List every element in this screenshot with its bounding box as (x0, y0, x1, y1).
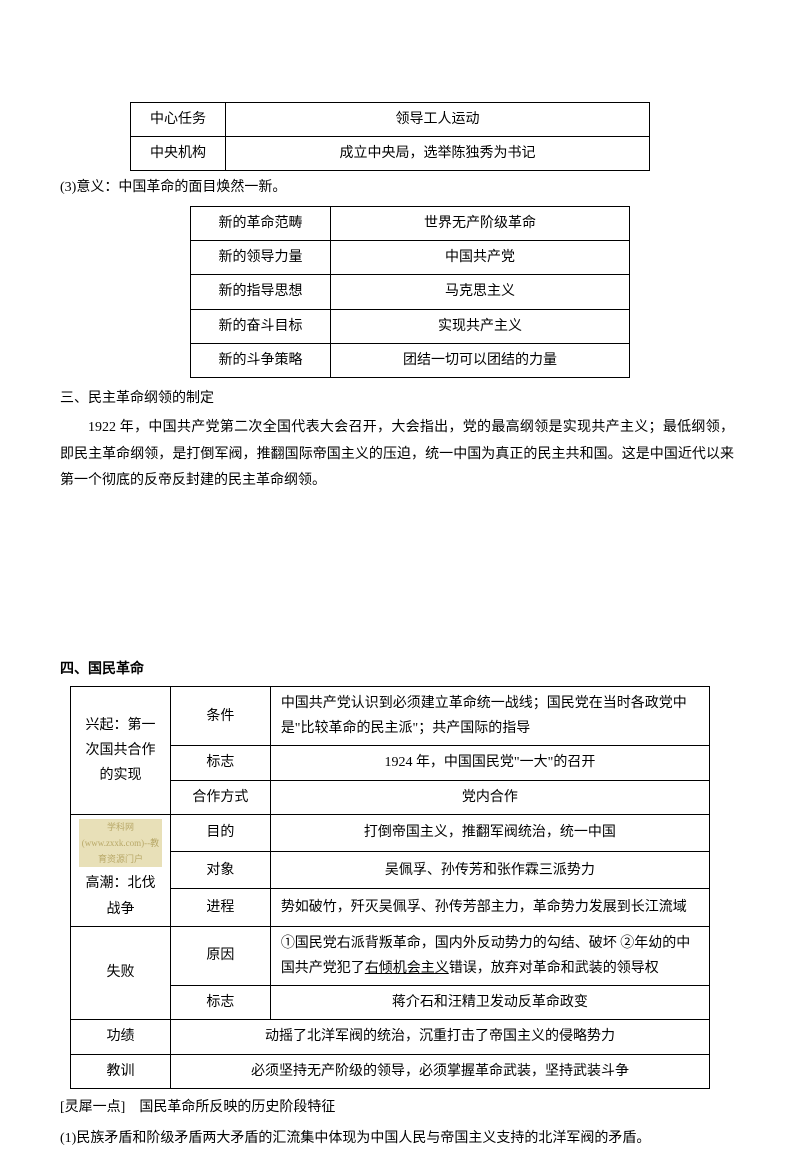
cell-value: 领导工人运动 (226, 103, 650, 137)
lingxi-title: 国民革命所反映的历史阶段特征 (139, 1100, 335, 1115)
jiaoxun-value: 必须坚持无产阶级的领导，必须掌握革命武装，坚持武装斗争 (170, 1054, 709, 1088)
cell-label: 新的指导思想 (191, 275, 331, 309)
cell-label: 条件 (170, 687, 270, 746)
cell-label: 新的斗争策略 (191, 343, 331, 377)
failure-label: 失败 (71, 926, 171, 1020)
cell-value: ①国民党右派背叛革命，国内外反动势力的勾结、破坏 ②年幼的中国共产党犯了右倾机会… (270, 926, 709, 985)
lingxi-item1: (1)民族矛盾和阶级矛盾两大矛盾的汇流集中体现为中国人民与帝国主义支持的北洋军阀… (60, 1126, 734, 1152)
jiaoxun-label: 教训 (71, 1054, 171, 1088)
table-national-revolution: 兴起：第一次国共合作的实现 条件 中国共产党认识到必须建立革命统一战线；国民党在… (70, 686, 710, 1089)
cell-value: 中国共产党认识到必须建立革命统一战线；国民党在当时各政党中是"比较革命的民主派"… (270, 687, 709, 746)
cell-value: 1924 年，中国国民党"一大"的召开 (270, 746, 709, 780)
cell-value: 党内合作 (270, 780, 709, 814)
cell-value: 中国共产党 (331, 241, 630, 275)
cell-label: 新的革命范畴 (191, 206, 331, 240)
cell-value: 马克思主义 (331, 275, 630, 309)
meaning-text: (3)意义：中国革命的面目焕然一新。 (60, 175, 734, 202)
cell-label: 原因 (170, 926, 270, 985)
gongji-value: 动摇了北洋军阀的统治，沉重打击了帝国主义的侵略势力 (170, 1020, 709, 1054)
rise-label: 兴起：第一次国共合作的实现 (71, 687, 171, 815)
cell-value: 成立中央局，选举陈独秀为书记 (226, 137, 650, 171)
table-new-aspects: 新的革命范畴 世界无产阶级革命 新的领导力量 中国共产党 新的指导思想 马克思主… (190, 206, 630, 378)
cell-label: 标志 (170, 746, 270, 780)
cell-label: 新的奋斗目标 (191, 309, 331, 343)
cell-label: 标志 (170, 986, 270, 1020)
climax-label: 学科网(www.zxxk.com)--教育资源门户 高潮：北伐战争 (71, 814, 171, 926)
section3-heading: 三、民主革命纲领的制定 (60, 386, 734, 411)
cell-label: 新的领导力量 (191, 241, 331, 275)
cell-label: 目的 (170, 814, 270, 851)
cell-value: 团结一切可以团结的力量 (331, 343, 630, 377)
cell-value: 世界无产阶级革命 (331, 206, 630, 240)
climax-label-text: 高潮：北伐战争 (85, 876, 155, 916)
cell-value: 吴佩孚、孙传芳和张作霖三派势力 (270, 852, 709, 889)
lingxi-bracket: [灵犀一点] (60, 1100, 125, 1115)
lingxi-heading: [灵犀一点] 国民革命所反映的历史阶段特征 (60, 1095, 734, 1120)
cell-value: 势如破竹，歼灭吴佩孚、孙传芳部主力，革命势力发展到长江流域 (270, 889, 709, 926)
cell-label: 对象 (170, 852, 270, 889)
section4-heading: 四、国民革命 (60, 657, 734, 682)
cell-label: 合作方式 (170, 780, 270, 814)
cell-value: 实现共产主义 (331, 309, 630, 343)
watermark-text: 学科网(www.zxxk.com)--教育资源门户 (79, 819, 162, 868)
section3-body: 1922 年，中国共产党第二次全国代表大会召开，大会指出，党的最高纲领是实现共产… (60, 415, 734, 495)
cell-label: 中央机构 (131, 137, 226, 171)
cell-label: 中心任务 (131, 103, 226, 137)
spacer (60, 499, 734, 649)
gongji-label: 功绩 (71, 1020, 171, 1054)
cell-value: 蒋介石和汪精卫发动反革命政变 (270, 986, 709, 1020)
cell-label: 进程 (170, 889, 270, 926)
table-central-task: 中心任务 领导工人运动 中央机构 成立中央局，选举陈独秀为书记 (130, 102, 650, 171)
cell-value: 打倒帝国主义，推翻军阀统治，统一中国 (270, 814, 709, 851)
